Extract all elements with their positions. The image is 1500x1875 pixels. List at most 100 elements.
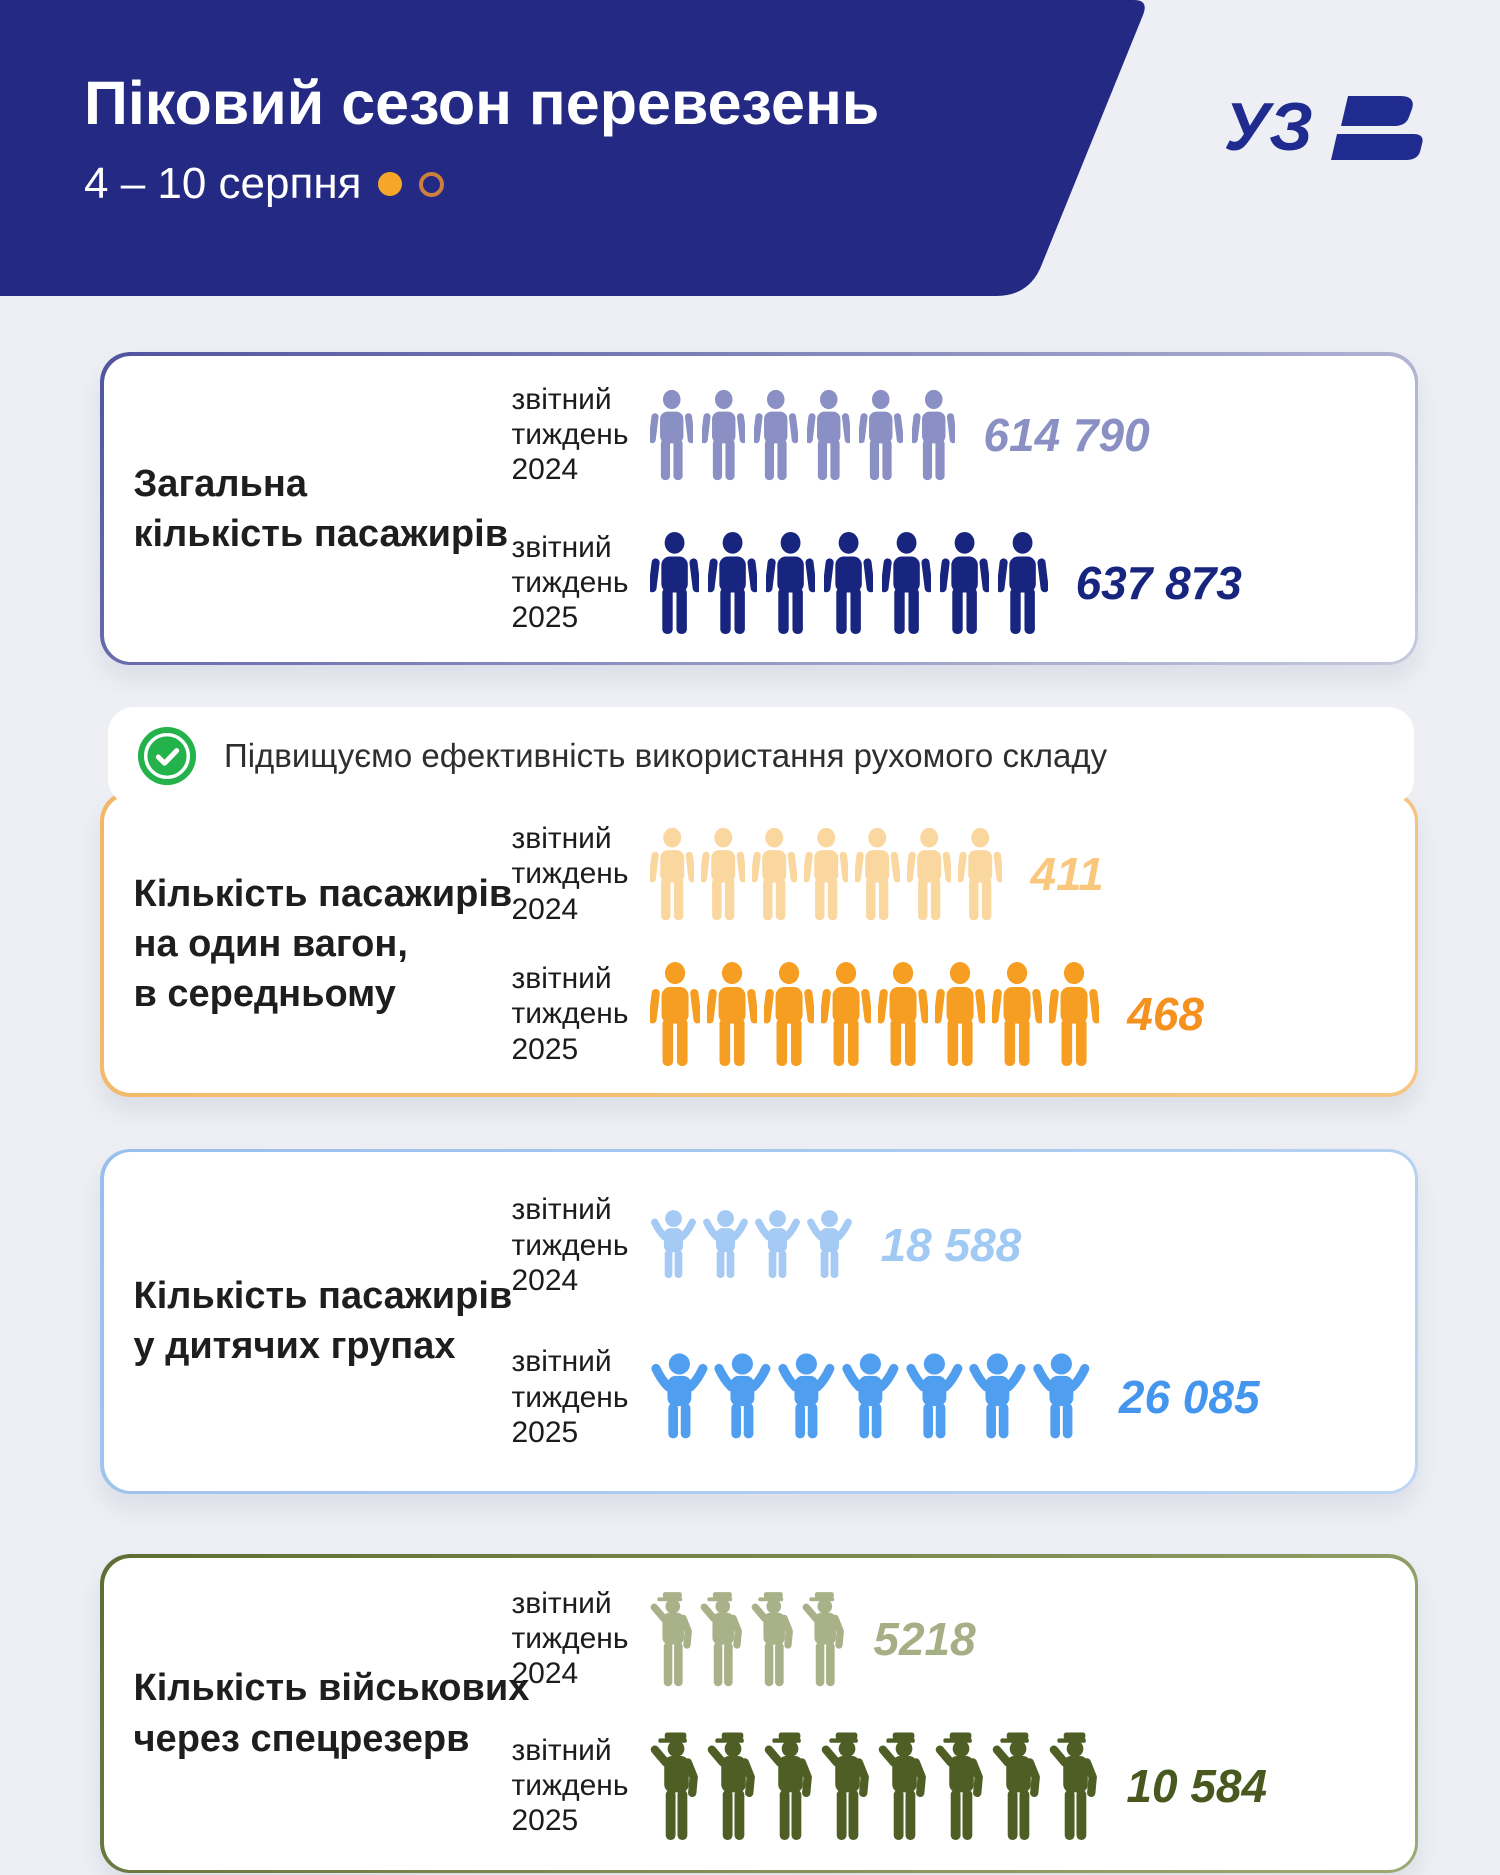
date-range-row: 4 – 10 серпня bbox=[84, 159, 879, 209]
soldier-icon bbox=[752, 1591, 794, 1686]
row-label: звітний тиждень 2024 bbox=[511, 821, 629, 926]
row-label: звітний тиждень 2024 bbox=[511, 1586, 629, 1691]
person-icon bbox=[958, 827, 1003, 921]
check-circle-icon bbox=[137, 727, 197, 786]
soldier-icon bbox=[707, 1732, 755, 1840]
pictogram-icons bbox=[649, 827, 1003, 921]
row-value: 26 085 bbox=[1118, 1371, 1260, 1424]
card-title: Загальна кількість пасажирів bbox=[133, 462, 509, 555]
row-label: звітний тиждень 2025 bbox=[511, 1733, 629, 1838]
pictogram-row-2024: звітний тиждень 2024 bbox=[512, 821, 1385, 927]
pictogram-icons bbox=[650, 1590, 846, 1688]
person-icon bbox=[934, 962, 986, 1067]
pictogram-row-2025: звітний тиждень 2025 bbox=[512, 1344, 1385, 1450]
child-icon bbox=[714, 1353, 771, 1439]
card-title: Кількість військових через спецрезерв bbox=[133, 1667, 530, 1760]
row-label: звітний тиждень 2025 bbox=[511, 962, 629, 1066]
soldier-icon bbox=[992, 1732, 1041, 1840]
child-icon bbox=[778, 1353, 835, 1439]
pictogram-row-2024: звітний тиждень 2024 5218 bbox=[512, 1586, 1385, 1692]
card-total-passengers: Загальна кількість пасажирів звітний тиж… bbox=[100, 352, 1418, 666]
person-icon bbox=[992, 962, 1043, 1067]
efficiency-note: Підвищуємо ефективність використання рух… bbox=[108, 707, 1414, 806]
row-label: звітний тиждень 2025 bbox=[511, 1345, 629, 1450]
row-value: 637 873 bbox=[1075, 556, 1242, 609]
card-passengers-per-wagon: Кількість пасажирів на один вагон, в сер… bbox=[100, 791, 1418, 1097]
soldier-icon bbox=[803, 1591, 845, 1686]
person-icon bbox=[706, 962, 757, 1067]
person-icon bbox=[859, 389, 903, 480]
carousel-dot-active-icon bbox=[378, 172, 403, 197]
person-icon bbox=[820, 962, 871, 1067]
person-icon bbox=[806, 389, 851, 480]
date-range: 4 – 10 серпня bbox=[84, 159, 362, 209]
row-value: 5218 bbox=[873, 1612, 976, 1665]
child-icon bbox=[754, 1210, 800, 1279]
row-label: звітний тиждень 2025 bbox=[511, 530, 629, 635]
row-value: 468 bbox=[1127, 988, 1204, 1041]
header: Піковий сезон перевезень 4 – 10 серпня bbox=[84, 69, 880, 209]
person-icon bbox=[906, 827, 952, 921]
soldier-icon bbox=[935, 1732, 983, 1840]
person-icon bbox=[940, 531, 990, 634]
uz-railways-logo-icon: УЗ bbox=[1224, 89, 1423, 165]
pictogram-icons bbox=[650, 1352, 1091, 1442]
pictogram-row-2025: звітний тиждень 2025 bbox=[512, 961, 1385, 1067]
row-label: звітний тиждень 2024 bbox=[511, 382, 629, 487]
child-icon bbox=[905, 1353, 962, 1439]
person-icon bbox=[803, 827, 849, 921]
soldier-icon bbox=[878, 1732, 926, 1840]
pictogram-row-2024: звітний тиждень 2024 18 588 bbox=[512, 1192, 1385, 1298]
soldier-icon bbox=[650, 1732, 698, 1840]
soldier-icon bbox=[1050, 1732, 1098, 1840]
person-icon bbox=[752, 827, 797, 921]
person-icon bbox=[763, 962, 814, 1067]
uz-logo-text: УЗ bbox=[1224, 89, 1313, 165]
pictogram-row-2025: звітний тиждень 2025 bbox=[512, 530, 1385, 636]
soldier-icon bbox=[821, 1732, 869, 1840]
pictogram-icons bbox=[649, 961, 1100, 1067]
person-icon bbox=[649, 531, 699, 634]
row-value: 614 790 bbox=[983, 408, 1150, 461]
child-icon bbox=[969, 1353, 1026, 1439]
child-icon bbox=[650, 1353, 707, 1439]
pictogram-icons bbox=[650, 1209, 853, 1281]
person-icon bbox=[649, 827, 694, 921]
row-value: 18 588 bbox=[880, 1219, 1022, 1272]
person-icon bbox=[649, 389, 693, 480]
carousel-dot-inactive-icon bbox=[419, 171, 445, 197]
person-icon bbox=[701, 389, 746, 480]
header-banner-shape bbox=[0, 0, 1145, 296]
cards-area: Загальна кількість пасажирів звітний тиж… bbox=[100, 352, 1418, 1874]
card-title: Кількість пасажирів у дитячих групах bbox=[133, 1275, 513, 1368]
person-icon bbox=[882, 531, 932, 634]
card-military-special-reserve: Кількість військових через спецрезерв зв… bbox=[100, 1554, 1418, 1874]
soldier-icon bbox=[650, 1591, 692, 1686]
person-icon bbox=[855, 827, 900, 921]
card-children-groups: Кількість пасажирів у дитячих групах зві… bbox=[100, 1148, 1418, 1495]
person-icon bbox=[823, 531, 874, 634]
row-value: 411 bbox=[1030, 847, 1104, 900]
child-icon bbox=[806, 1210, 852, 1279]
person-icon bbox=[1049, 962, 1100, 1067]
pictogram-icons bbox=[650, 1730, 1099, 1842]
page-title: Піковий сезон перевезень bbox=[84, 69, 880, 137]
soldier-icon bbox=[764, 1732, 812, 1840]
person-icon bbox=[754, 389, 798, 480]
person-icon bbox=[765, 531, 815, 634]
row-value: 10 584 bbox=[1126, 1759, 1268, 1812]
person-icon bbox=[649, 962, 700, 1067]
child-icon bbox=[842, 1353, 899, 1439]
child-icon bbox=[702, 1210, 748, 1279]
child-icon bbox=[650, 1210, 696, 1279]
person-icon bbox=[877, 962, 928, 1067]
pictogram-row-2024: звітний тиждень 2024 614 bbox=[512, 382, 1385, 488]
soldier-icon bbox=[701, 1591, 743, 1686]
pictogram-icons bbox=[649, 531, 1048, 635]
card-title: Кількість пасажирів на один вагон, в сер… bbox=[133, 872, 513, 1016]
person-icon bbox=[911, 389, 956, 480]
row-label: звітний тиждень 2024 bbox=[511, 1193, 629, 1297]
pictogram-icons bbox=[649, 389, 956, 481]
person-icon bbox=[700, 827, 746, 921]
